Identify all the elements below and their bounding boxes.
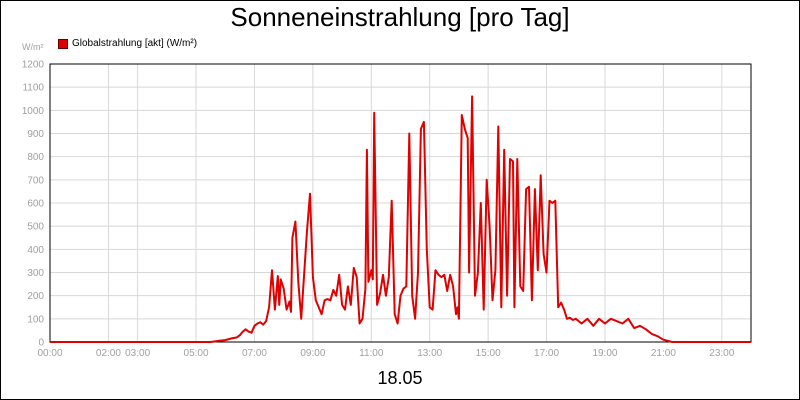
y-tick-label: 1100 (22, 83, 44, 94)
date-label: 18.05 (377, 368, 423, 388)
x-tick-label: 00:00 (37, 348, 62, 359)
x-tick-label: 02:00 (96, 348, 121, 359)
y-tick-label: 200 (27, 291, 44, 302)
y-axis-label: W/m² (22, 42, 44, 52)
series-line-globalstrahlung (50, 95, 751, 343)
x-tick-label: 23:00 (709, 348, 734, 359)
y-tick-label: 900 (27, 129, 44, 140)
legend-swatch (58, 38, 68, 49)
y-tick-label: 700 (27, 175, 44, 186)
x-tick-label: 15:00 (476, 348, 501, 359)
x-tick-label: 09:00 (300, 348, 325, 359)
y-tick-labels: 0 100 200 300 400 500 600 700 800 900 1000 1100 1200 (22, 60, 45, 349)
x-tick-label: 03:00 (125, 348, 150, 359)
legend: Globalstrahlung [akt] (W/m²) (58, 38, 197, 49)
x-tick-labels: 00:00 02:00 03:00 05:00 07:00 09:00 11:00 13:00… (37, 348, 734, 359)
x-tick-label: 11:00 (359, 348, 384, 359)
y-tick-label: 100 (27, 314, 44, 325)
y-tick-label: 400 (27, 245, 44, 256)
x-tick-label: 07:00 (242, 348, 267, 359)
x-tick-label: 13:00 (417, 348, 442, 359)
plot-area (49, 63, 752, 343)
chart-title: Sonneneinstrahlung [pro Tag] (230, 2, 570, 32)
x-tick-label: 17:00 (534, 348, 559, 359)
x-tick-label: 19:00 (592, 348, 617, 359)
legend-label: Globalstrahlung [akt] (W/m²) (72, 38, 198, 49)
y-tick-label: 500 (27, 222, 44, 233)
y-tick-label: 0 (38, 338, 44, 349)
x-tick-label: 21:00 (651, 348, 676, 359)
y-tick-label: 800 (27, 152, 44, 163)
y-tick-label: 1200 (22, 60, 45, 71)
y-tick-label: 300 (27, 268, 44, 279)
x-tick-label: 05:00 (184, 348, 209, 359)
y-tick-label: 1000 (22, 106, 45, 117)
y-tick-label: 600 (27, 199, 44, 210)
